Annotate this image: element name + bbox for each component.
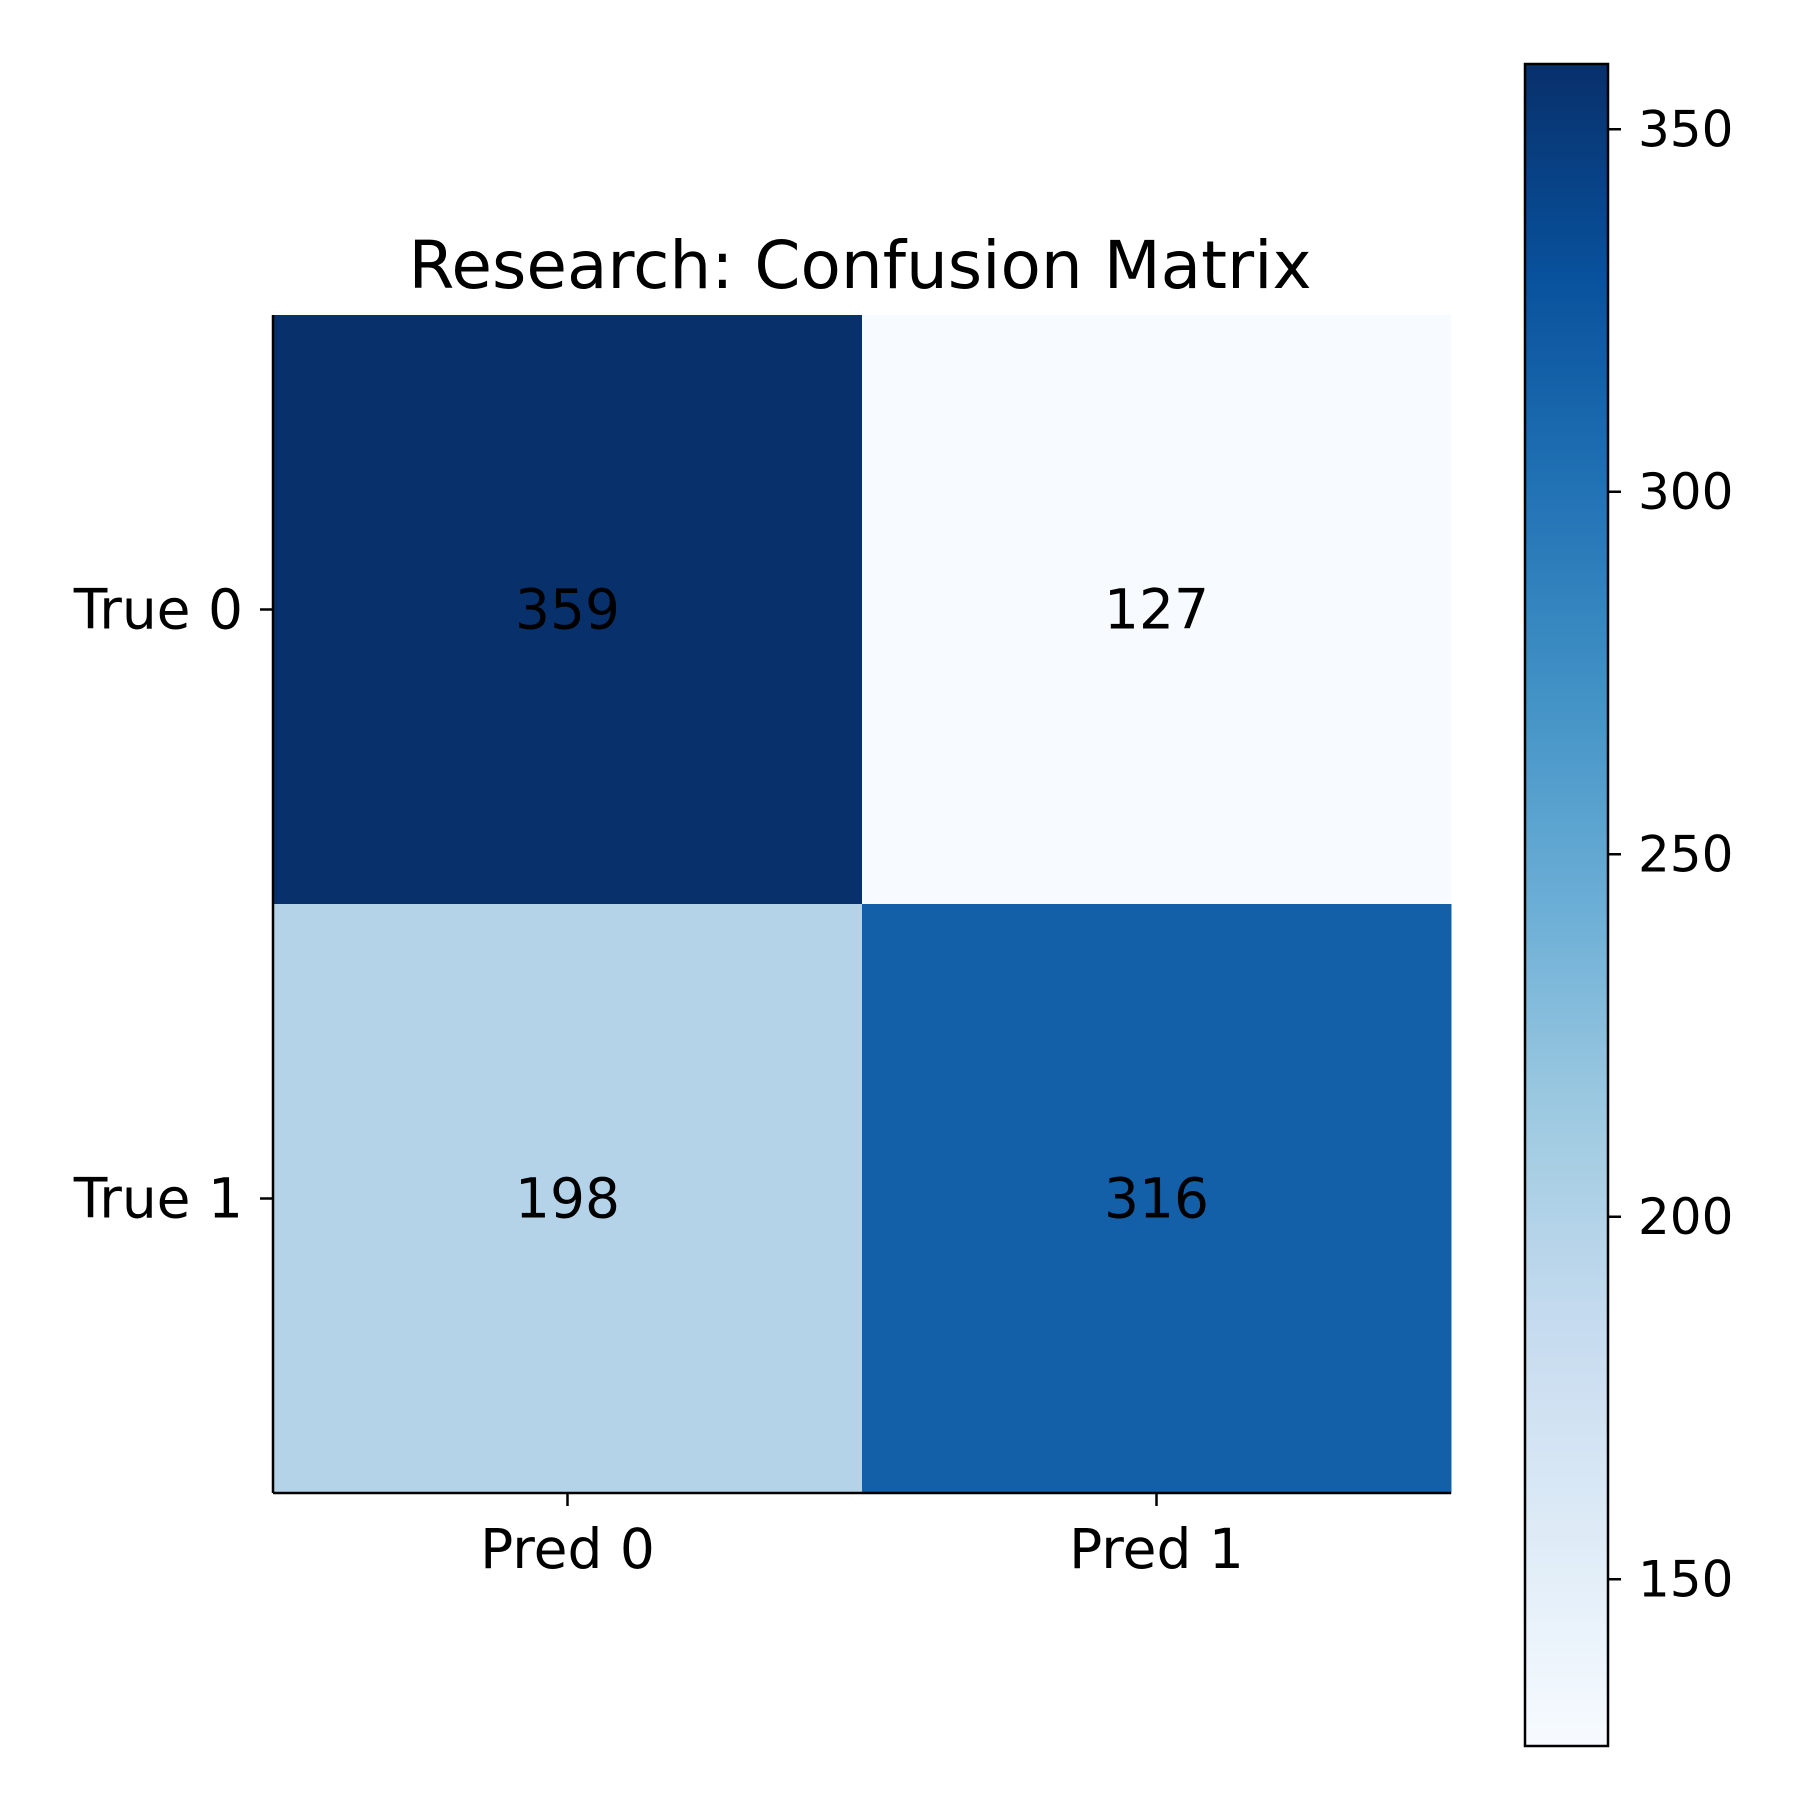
axes: True 0 True 1 Pred 0 Pred 1 xyxy=(73,315,1451,1581)
cell-value-label: 359 xyxy=(515,578,620,642)
cell-value-labels: 359 127 198 316 xyxy=(515,578,1209,1231)
colorbar-tick-label: 150 xyxy=(1638,1550,1733,1608)
chart-title: Research: Confusion Matrix xyxy=(408,227,1311,304)
y-tick-label: True 1 xyxy=(73,1167,243,1231)
x-tick-label: Pred 0 xyxy=(480,1517,655,1581)
cell-value-label: 127 xyxy=(1104,578,1209,642)
colorbar-frame xyxy=(1523,62,1610,1748)
heatmap-cell xyxy=(273,904,863,1494)
cell-value-label: 316 xyxy=(1104,1167,1209,1231)
x-tick-label: Pred 1 xyxy=(1069,1517,1244,1581)
colorbar-tick-label: 300 xyxy=(1638,463,1733,521)
colorbar-tick-label: 250 xyxy=(1638,825,1733,883)
heatmap-cell xyxy=(862,315,1452,905)
colorbar-tick-label: 200 xyxy=(1638,1188,1733,1246)
y-tick-label: True 0 xyxy=(73,578,243,642)
heatmap-cells xyxy=(273,315,1452,1494)
colorbar: 150 200 250 300 350 xyxy=(1523,62,1733,1748)
colorbar-tick-label: 350 xyxy=(1638,100,1733,158)
colorbar-gradient xyxy=(1525,64,1608,1746)
heatmap-cell xyxy=(862,904,1452,1494)
cell-value-label: 198 xyxy=(515,1167,620,1231)
heatmap-cell xyxy=(273,315,863,905)
